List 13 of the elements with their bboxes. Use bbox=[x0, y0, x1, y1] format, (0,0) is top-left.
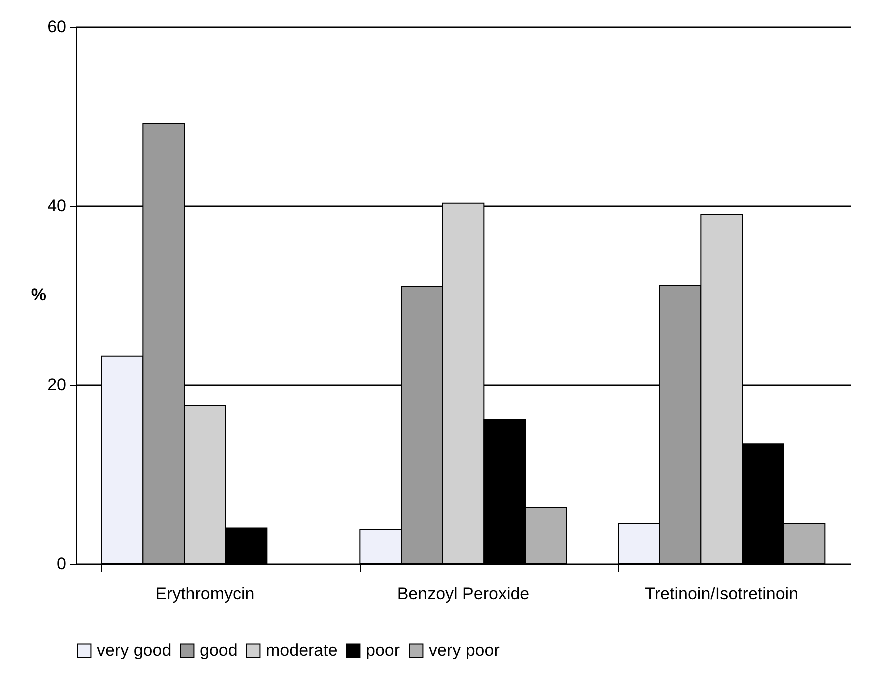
legend-label: poor bbox=[366, 640, 400, 660]
legend-label: moderate bbox=[266, 640, 338, 660]
x-tick-label: Tretinoin/Isotretinoin bbox=[645, 584, 799, 604]
y-tick-label: 40 bbox=[48, 196, 66, 216]
x-tick-label: Erythromycin bbox=[156, 584, 255, 604]
legend-label: very poor bbox=[429, 640, 500, 660]
y-tick-label: 20 bbox=[48, 376, 66, 394]
y-tick-label: 0 bbox=[57, 554, 66, 574]
legend-label: very good bbox=[97, 640, 172, 660]
y-axis-title: % bbox=[31, 286, 46, 304]
x-tick-label: Benzoyl Peroxide bbox=[397, 584, 530, 604]
y-tick-label: 60 bbox=[48, 18, 66, 36]
legend-label: good bbox=[200, 640, 238, 660]
